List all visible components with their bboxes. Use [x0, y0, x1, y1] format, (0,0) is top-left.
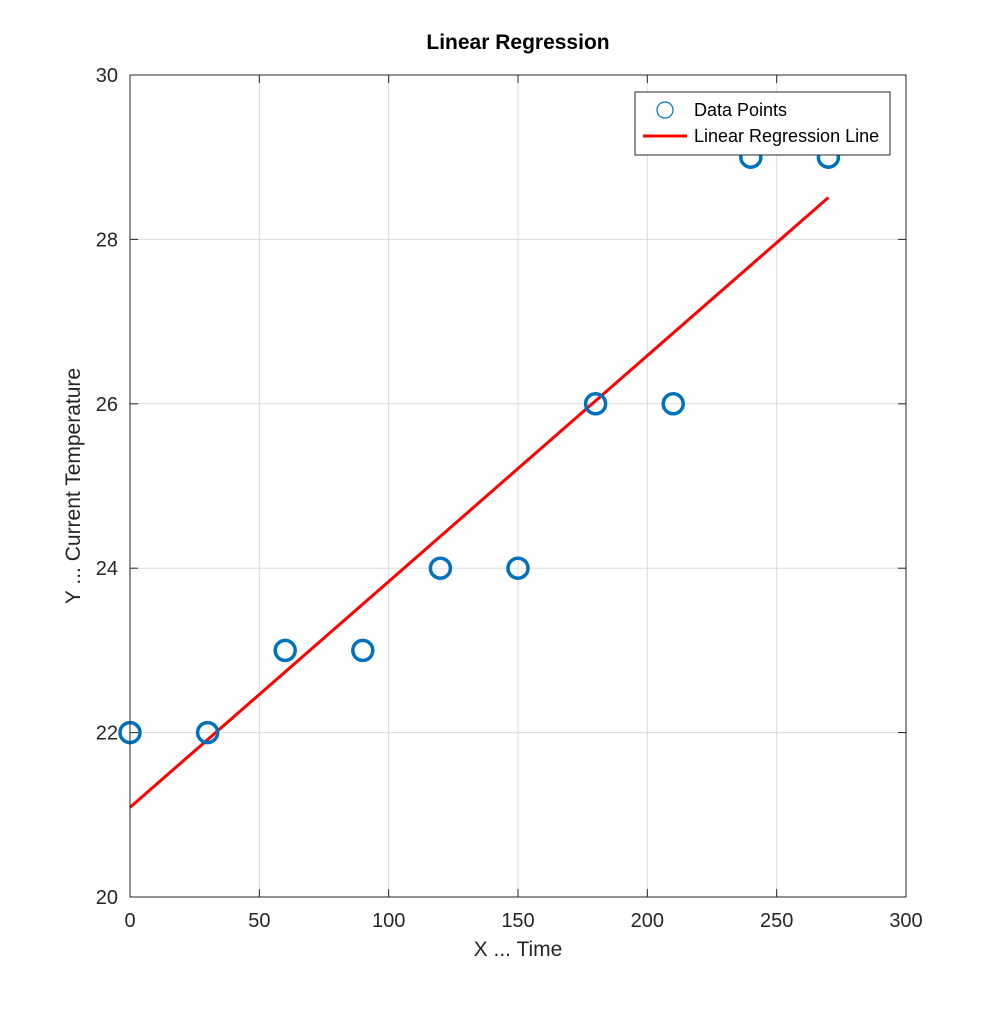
data-point: [195, 720, 220, 745]
y-axis-label: Y ... Current Temperature: [62, 368, 85, 604]
x-axis-label: X ... Time: [474, 938, 563, 961]
y-tick-label: 28: [96, 229, 118, 251]
x-tick-label: 150: [501, 910, 534, 932]
plot-area: [118, 145, 841, 809]
x-tick-label: 250: [760, 910, 793, 932]
data-point: [428, 556, 453, 580]
x-tick-label: 0: [124, 910, 135, 932]
legend-label: Data Points: [694, 100, 787, 120]
x-tick-label: 100: [372, 910, 405, 932]
data-point: [351, 638, 375, 663]
y-tick-label: 30: [96, 65, 118, 87]
y-tick-label: 26: [96, 394, 118, 416]
chart-title: Linear Regression: [426, 31, 609, 54]
x-tick-label: 200: [631, 910, 664, 932]
y-tick-label: 20: [96, 887, 118, 909]
data-point: [661, 392, 685, 416]
y-tick-label: 24: [96, 558, 118, 580]
legend-label: Linear Regression Line: [694, 126, 879, 146]
legend-box: [634, 91, 891, 156]
legend-marker-circle: [656, 101, 674, 119]
data-point: [583, 392, 608, 416]
grid: [129, 74, 907, 898]
x-tick-label: 300: [889, 910, 922, 932]
ticks: 0 50 100 150 200 250 300 20 22 24 26 28 30: [96, 65, 923, 932]
data-point: [273, 638, 297, 663]
data-point: [506, 556, 530, 580]
y-tick-label: 22: [96, 723, 118, 745]
regression-line: [129, 196, 830, 809]
x-tick-label: 50: [248, 910, 270, 932]
legend: Data Points Linear Regression Line: [634, 91, 891, 156]
